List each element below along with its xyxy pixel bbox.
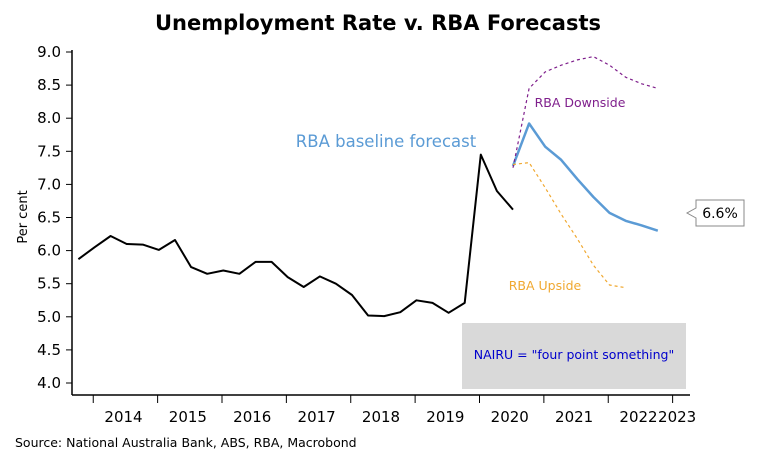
y-tick-label: 8.0 (37, 109, 61, 127)
y-tick-label: 6.0 (37, 242, 61, 260)
line-rba-upside (512, 162, 626, 289)
x-tick-label: 2022 (619, 408, 657, 426)
x-tick-label: 2014 (104, 408, 142, 426)
x-tick-label: 2020 (491, 408, 529, 426)
y-tick-label: 7.0 (37, 175, 61, 193)
nairu-box (462, 323, 686, 389)
y-tick-label: 9.0 (37, 43, 61, 61)
x-tick-label: 2017 (298, 408, 336, 426)
x-axis: 2014 2015 2016 2017 2018 2019 2020 2021 2022 2023 (72, 394, 696, 426)
source-note: Source: National Australia Bank, ABS, RB… (15, 435, 357, 450)
upside-label: RBA Upside (509, 278, 582, 293)
x-tick-label: 2018 (362, 408, 400, 426)
x-tick-label: 2015 (169, 408, 207, 426)
y-tick-label: 6.5 (37, 209, 61, 227)
x-tick-label: 2019 (426, 408, 464, 426)
y-tick-label: 5.0 (37, 308, 61, 326)
x-tick-label: 2021 (555, 408, 593, 426)
x-tick-label: 2016 (233, 408, 271, 426)
y-tick-label: 4.0 (37, 374, 61, 392)
value-callout-box (685, 199, 745, 227)
x-tick-label: 2023 (658, 408, 696, 426)
nairu-label: NAIRU = "four point something" (474, 347, 674, 362)
y-tick-label: 4.5 (37, 341, 61, 359)
y-tick-label: 7.5 (37, 142, 61, 160)
downside-label: RBA Downside (535, 95, 626, 110)
chart-title: Unemployment Rate v. RBA Forecasts (155, 11, 601, 35)
series-layer (77, 55, 659, 318)
y-tick-label: 8.5 (37, 76, 61, 94)
y-axis: 4.0 4.5 5.0 5.5 6.0 6.5 7.0 7.5 8.0 8.5 9.0 (37, 43, 73, 395)
baseline-forecast-label: RBA baseline forecast (296, 132, 477, 151)
y-tick-label: 5.5 (37, 275, 61, 293)
value-callout-text: 6.6% (702, 206, 738, 222)
line-rba-downside (512, 55, 658, 168)
value-callout: 6.6% (685, 199, 745, 227)
y-axis-label: Per cent (16, 190, 31, 243)
line-unemployment-rate (77, 153, 514, 318)
line-rba-baseline (511, 122, 659, 232)
